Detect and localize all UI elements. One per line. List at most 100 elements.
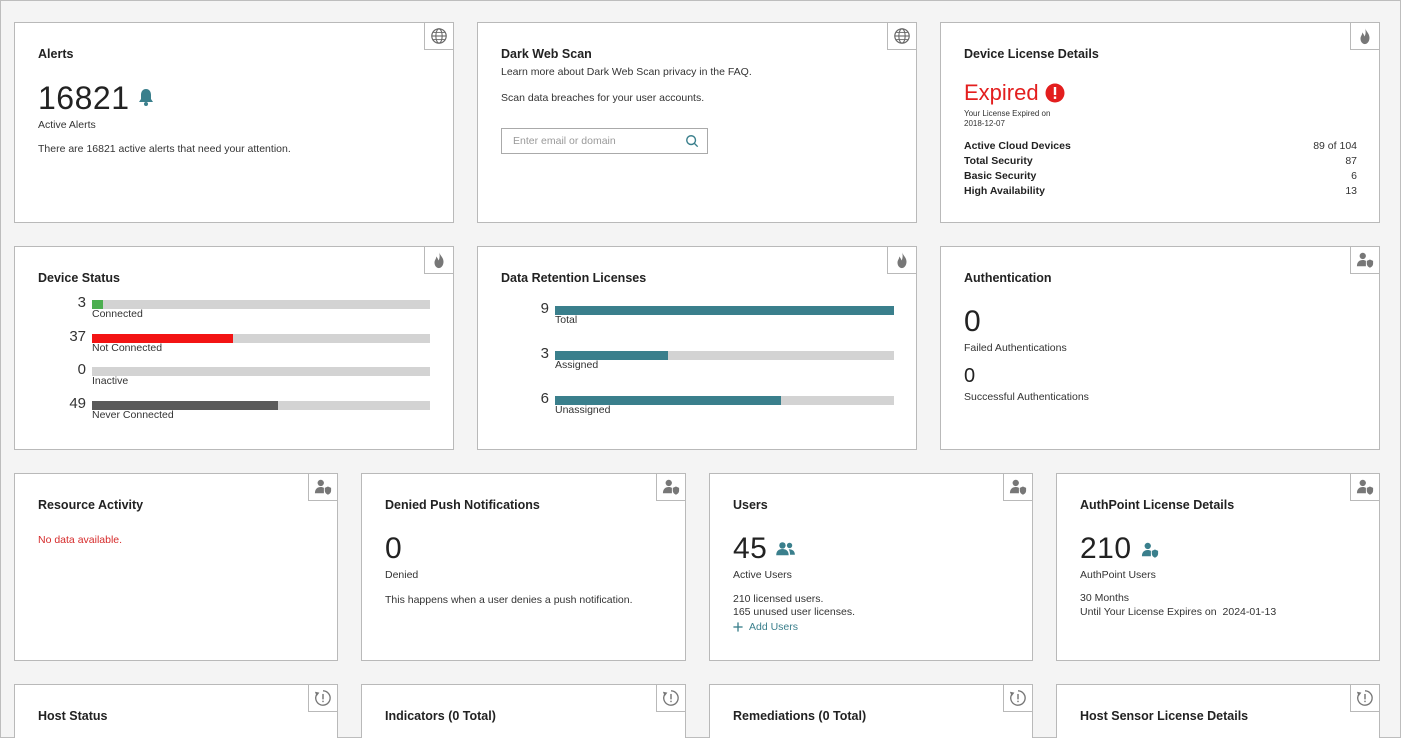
bar-label: Never Connected: [92, 408, 174, 421]
card-title: Users: [733, 498, 768, 512]
bar-label: Not Connected: [92, 341, 163, 354]
bar-value: 37: [69, 327, 86, 345]
alert-exclamation-icon: [1045, 83, 1065, 103]
user-shield-icon-button[interactable]: [1003, 474, 1032, 501]
user-shield-icon-button[interactable]: [1350, 474, 1379, 501]
bar-fill: [92, 400, 279, 410]
flame-icon-button[interactable]: [424, 247, 453, 274]
globe-icon-button[interactable]: [424, 23, 453, 50]
flame-icon-button[interactable]: [887, 247, 916, 274]
success-auth-count: 0: [964, 365, 976, 387]
bar-label: Connected: [92, 308, 143, 320]
authpoint-license-card: AuthPoint License Details 210 AuthPoint …: [1056, 473, 1380, 661]
bar-track: [92, 300, 430, 309]
authpoint-until-label: Until Your License Expires on: [1080, 606, 1217, 618]
user-shield-icon-button[interactable]: [656, 474, 685, 501]
licensed-users-text: 210 licensed users.: [733, 593, 824, 605]
card-title: Authentication: [964, 271, 1052, 285]
indicators-card: Indicators (0 Total): [361, 684, 686, 738]
alert-clock-icon: [1356, 690, 1373, 706]
bar-label: Inactive: [92, 375, 129, 387]
authpoint-users-label: AuthPoint Users: [1080, 569, 1156, 581]
failed-auth-count: 0: [964, 305, 982, 338]
user-shield-icon-button[interactable]: [308, 474, 337, 501]
alerts-count: 16821: [38, 80, 130, 116]
license-status: Expired: [964, 80, 1039, 105]
bar-track: [555, 306, 894, 315]
card-title: Data Retention Licenses: [501, 271, 647, 285]
users-icon: [776, 542, 795, 556]
card-title: Resource Activity: [38, 498, 144, 512]
user-shield-icon: [662, 479, 680, 495]
card-title: Dark Web Scan: [501, 47, 592, 61]
license-expired-label: Your License Expired on: [964, 109, 1051, 118]
card-title: Host Sensor License Details: [1080, 709, 1249, 723]
license-expired-date: 2018-12-07: [964, 119, 1005, 128]
device-license-card: Device License Details Expired Your Lice…: [940, 22, 1380, 223]
bar-value: 6: [540, 390, 549, 407]
card-title: Host Status: [38, 709, 108, 723]
bar-value: 9: [540, 300, 549, 317]
alert-clock-icon-button[interactable]: [1350, 685, 1379, 712]
bar-fill: [555, 396, 781, 405]
bar-fill: [92, 300, 104, 309]
bar-label: Unassigned: [555, 404, 611, 416]
card-title: Denied Push Notifications: [385, 498, 540, 512]
success-auth-label: Successful Authentications: [964, 391, 1089, 403]
authpoint-until-date: 2024-01-13: [1222, 606, 1277, 618]
device-status-card: Device Status 3 Connected 37 Not Connected 0…: [14, 246, 454, 450]
user-shield-icon: [1141, 542, 1159, 558]
card-title: Device License Details: [964, 47, 1099, 61]
add-users-label[interactable]: Add Users: [749, 621, 799, 633]
search-icon[interactable]: [685, 134, 699, 148]
alert-clock-icon-button[interactable]: [656, 685, 685, 712]
resource-activity-card: Resource Activity No data available.: [14, 473, 338, 661]
alert-clock-icon: [662, 690, 679, 706]
dark-web-search-input[interactable]: [502, 129, 677, 153]
bar-track: [555, 396, 894, 405]
card-title: Alerts: [38, 47, 74, 61]
bar-value: 49: [69, 394, 86, 412]
alert-clock-icon-button[interactable]: [1003, 685, 1032, 712]
bar-value: 3: [77, 294, 86, 311]
add-users-link[interactable]: Add Users: [733, 621, 798, 633]
alerts-description: There are 16821 active alerts that need …: [38, 143, 291, 155]
bar-track: [92, 367, 430, 376]
dark-web-scan-card: Dark Web Scan Learn more about Dark Web …: [477, 22, 917, 223]
alerts-card: Alerts 16821 Active Alerts There are 168…: [14, 22, 454, 223]
bar-fill: [555, 351, 668, 360]
globe-icon-button[interactable]: [887, 23, 916, 50]
bar-fill: [92, 333, 233, 343]
denied-label: Denied: [385, 569, 419, 581]
bar-track: [555, 351, 894, 360]
data-retention-card: Data Retention Licenses 9 Total 3 Assigned 6…: [477, 246, 917, 450]
user-shield-icon: [1356, 252, 1374, 268]
bar-label: Total: [555, 314, 578, 326]
card-title: AuthPoint License Details: [1080, 498, 1235, 512]
alert-clock-icon-button[interactable]: [308, 685, 337, 712]
flame-icon: [434, 251, 444, 269]
host-sensor-license-card: Host Sensor License Details: [1056, 684, 1380, 738]
license-row: Basic Security 6: [964, 170, 1357, 182]
alert-clock-icon: [1009, 690, 1026, 706]
user-shield-icon-button[interactable]: [1350, 247, 1379, 274]
denied-count: 0: [385, 532, 403, 565]
plus-icon: [733, 622, 743, 632]
dark-web-search-box: [501, 128, 708, 154]
license-row: Total Security 87: [964, 155, 1357, 167]
users-card: Users 45 Active Users 210 licensed users…: [709, 473, 1033, 661]
authpoint-users-count: 210: [1080, 532, 1132, 565]
active-users-label: Active Users: [733, 569, 792, 581]
dark-web-privacy-text: Learn more about Dark Web Scan privacy i…: [501, 66, 752, 78]
user-shield-icon: [1356, 479, 1374, 495]
user-shield-icon: [314, 479, 332, 495]
dark-web-scan-text: Scan data breaches for your user account…: [501, 92, 705, 104]
flame-icon-button[interactable]: [1350, 23, 1379, 50]
bar-track: [92, 400, 430, 410]
license-row: High Availability 13: [964, 185, 1357, 197]
authentication-card: Authentication 0 Failed Authentications …: [940, 246, 1380, 450]
failed-auth-label: Failed Authentications: [964, 342, 1067, 354]
no-data-message: No data available.: [38, 534, 123, 546]
bar-label: Assigned: [555, 359, 599, 371]
user-shield-icon: [1009, 479, 1027, 495]
